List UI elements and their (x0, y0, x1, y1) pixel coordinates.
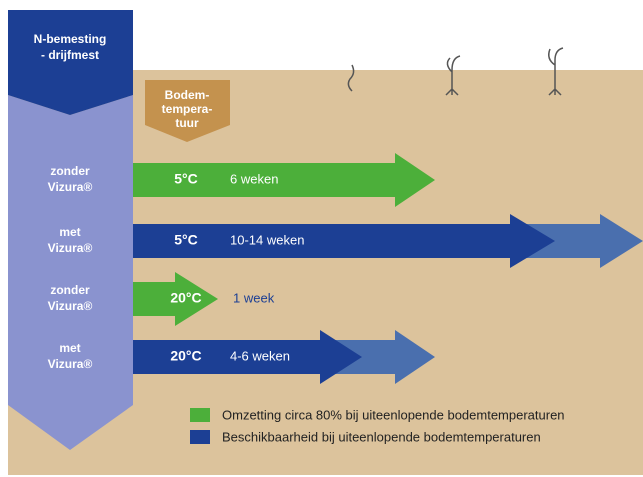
row-label: Vizura® (48, 357, 93, 371)
legend-swatch (190, 408, 210, 422)
legend-label: Beschikbaarheid bij uiteenlopende bodemt… (222, 429, 541, 444)
arrow-green (133, 153, 435, 207)
temperature-label: tempera- (162, 102, 213, 116)
arrow-blue (133, 214, 555, 268)
header-title: - drijfmest (41, 48, 99, 62)
header-box (8, 10, 133, 115)
temperature: 20°C (170, 348, 201, 364)
header-title: N-bemesting (34, 32, 107, 46)
rows: zonder Vizura® 5°C 6 weken met Vizura® 5°C 10-1… (48, 164, 305, 371)
temperature-box (145, 80, 230, 142)
duration: 6 weken (230, 171, 278, 186)
legend-label: Omzetting circa 80% bij uiteenlopende bo… (222, 407, 565, 422)
arrow-blue (133, 330, 362, 384)
temperature-label: Bodem- (165, 88, 210, 102)
duration: 4-6 weken (230, 348, 290, 363)
arrow-green (133, 272, 218, 326)
left-column (8, 95, 133, 450)
arrow-light-blue (330, 330, 435, 384)
temperature-label: tuur (175, 116, 199, 130)
temperature: 20°C (170, 290, 201, 306)
duration: 10-14 weken (230, 232, 304, 247)
arrow-light-blue (500, 214, 643, 268)
duration: 1 week (233, 290, 275, 305)
temperature: 5°C (174, 232, 198, 248)
row-label: zonder (50, 283, 90, 297)
row-label: Vizura® (48, 180, 93, 194)
row-label: Vizura® (48, 299, 93, 313)
row-label: met (59, 341, 80, 355)
row-label: zonder (50, 164, 90, 178)
temperature: 5°C (174, 171, 198, 187)
row-label: Vizura® (48, 241, 93, 255)
row-label: met (59, 225, 80, 239)
legend-swatch (190, 430, 210, 444)
plants (347, 47, 564, 96)
